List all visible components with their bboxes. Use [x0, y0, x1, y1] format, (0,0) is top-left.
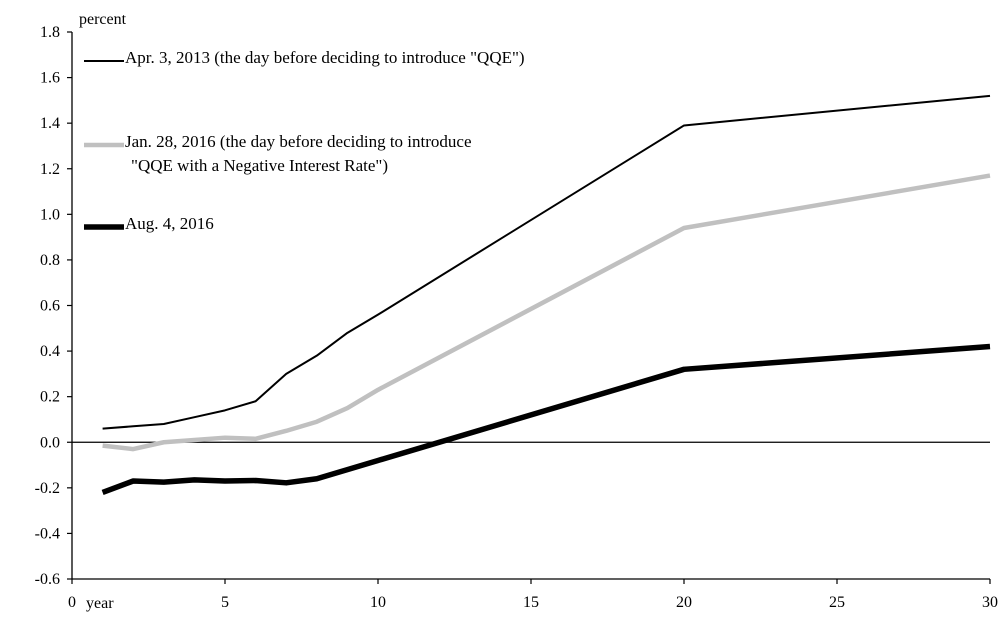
y-axis-unit-label: percent	[79, 11, 127, 28]
y-tick-label: -0.4	[35, 525, 60, 542]
y-tick-label: 0.8	[40, 252, 60, 269]
y-tick-label: 1.8	[40, 24, 60, 41]
y-tick-label: 1.2	[40, 161, 60, 178]
legend-label-line: Jan. 28, 2016 (the day before deciding t…	[125, 132, 472, 151]
x-tick-label: 5	[221, 594, 229, 611]
legend-label: Aug. 4, 2016	[125, 214, 214, 233]
x-tick-label: 25	[829, 594, 845, 611]
y-tick-label: 0.6	[40, 298, 60, 315]
legend: Apr. 3, 2013 (the day before deciding to…	[84, 48, 525, 233]
series-line-jan-2016	[102, 173, 991, 452]
series-line-apr-2013	[102, 94, 991, 430]
plot-frame	[71, 32, 990, 580]
tick-layer: 1.8 1.6 1.4 1.2 1.0 0.8 0.6 0.4 0.2 0.0 -0.2 -0.4 -0…	[35, 24, 998, 611]
y-tick-label: 1.6	[40, 70, 60, 87]
x-tick-label: 15	[523, 594, 539, 611]
x-tick-label: 20	[676, 594, 692, 611]
x-axis-unit-label: year	[86, 595, 114, 612]
x-tick-label: 30	[982, 594, 998, 611]
x-tick-label: 0	[68, 594, 76, 611]
y-tick-label: 1.4	[40, 115, 60, 132]
legend-label: Apr. 3, 2013 (the day before deciding to…	[125, 48, 525, 67]
series-line-aug-2016	[101, 343, 991, 495]
y-tick-label: -0.6	[35, 571, 60, 588]
y-tick-label: 0.0	[40, 434, 60, 451]
series-layer	[101, 94, 991, 495]
y-tick-label: 1.0	[40, 206, 60, 223]
y-tick-label: 0.4	[40, 343, 60, 360]
legend-label-line: "QQE with a Negative Interest Rate")	[131, 156, 388, 175]
x-tick-label: 10	[370, 594, 386, 611]
y-tick-label: -0.2	[35, 480, 60, 497]
y-tick-label: 0.2	[40, 389, 60, 406]
